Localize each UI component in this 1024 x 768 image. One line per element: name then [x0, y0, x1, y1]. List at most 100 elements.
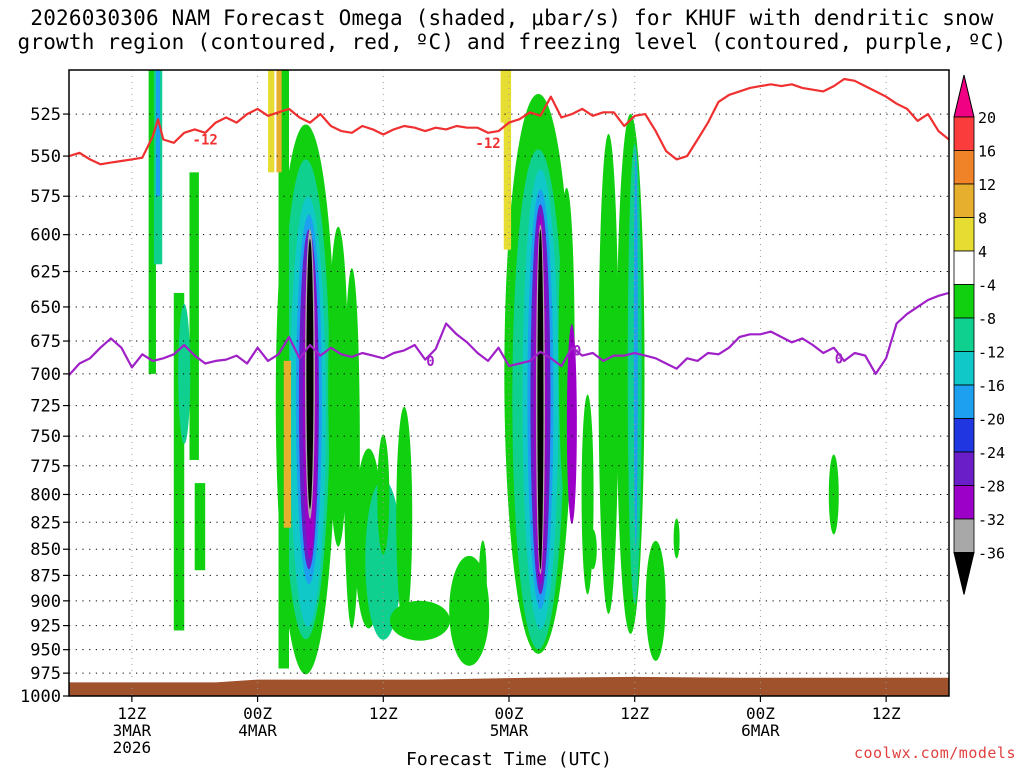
y-tick-label: 975 — [30, 664, 61, 684]
colorbar-label: 20 — [978, 109, 996, 127]
colorbar-label: 16 — [978, 143, 996, 161]
x-tick-label: 6MAR — [741, 721, 780, 740]
x-tick-label: 2026 — [113, 738, 152, 757]
colorbar-swatch — [953, 317, 975, 352]
colorbar-swatch — [953, 150, 975, 185]
omega-fill — [276, 70, 282, 173]
omega-fill — [173, 292, 185, 631]
omega-fill — [633, 147, 638, 548]
x-tick-label: 00Z — [495, 704, 524, 723]
x-tick-label: 4MAR — [238, 721, 277, 740]
y-tick-label: 750 — [30, 427, 61, 447]
x-tick-label: 00Z — [746, 704, 775, 723]
colorbar-label: -20 — [978, 411, 1005, 429]
y-tick-label: 575 — [30, 187, 61, 207]
colorbar-swatch — [953, 451, 975, 486]
colorbar-swatch — [953, 384, 975, 419]
x-tick-label: 12Z — [620, 704, 649, 723]
contour-line-0 — [69, 291, 949, 376]
x-tick-label: 12Z — [369, 704, 398, 723]
contour-line-minus12 — [69, 77, 949, 166]
omega-fill — [389, 600, 450, 641]
omega-fill — [645, 540, 666, 661]
source-credit: coolwx.com/models — [853, 744, 1016, 762]
omega-fill — [396, 406, 413, 627]
contour-labels: -12 -12 0 0 0 — [193, 133, 844, 370]
y-axis: 525 550 575 600 625 650 675 700 725 750 775 800 825 8… — [20, 105, 69, 707]
colorbar-label: 4 — [978, 243, 987, 261]
colorbar-label: -12 — [978, 344, 1005, 362]
title-line-2: growth region (contoured, red, ºC) and f… — [17, 30, 1007, 54]
omega-fill — [598, 133, 619, 614]
y-tick-label: 725 — [30, 397, 61, 417]
omega-fill — [500, 70, 509, 123]
contour-label: 0 — [426, 354, 434, 370]
colorbar-swatch — [953, 518, 975, 553]
x-tick-label: 5MAR — [490, 721, 529, 740]
colorbar-swatch — [953, 183, 975, 218]
title-line-1: 2026030306 NAM Forecast Omega (shaded, μ… — [30, 6, 994, 30]
colorbar-label: -8 — [978, 310, 996, 328]
colorbar-label: -16 — [978, 377, 1005, 395]
omega-fill — [566, 324, 577, 525]
y-tick-label: 825 — [30, 513, 61, 533]
x-tick-label: 3MAR — [113, 721, 152, 740]
colorbar-label: -28 — [978, 478, 1005, 496]
contour-label: 0 — [573, 343, 581, 359]
y-tick-label: 800 — [30, 485, 61, 505]
colorbar-bottom-arrow — [953, 552, 975, 595]
y-tick-label: 950 — [30, 641, 61, 661]
grid — [69, 70, 949, 697]
omega-fill — [588, 529, 597, 570]
y-tick-label: 850 — [30, 540, 61, 560]
omega-fill — [673, 518, 680, 559]
y-tick-label: 1000 — [20, 687, 61, 707]
colorbar-label: -36 — [978, 545, 1005, 563]
omega-fill — [478, 540, 487, 621]
omega-fill — [194, 483, 206, 571]
y-tick-label: 875 — [30, 566, 61, 586]
colorbar-swatch — [953, 116, 975, 151]
contours — [69, 77, 949, 376]
omega-fill — [148, 70, 156, 374]
y-tick-label: 675 — [30, 332, 61, 352]
x-axis-label: Forecast Time (UTC) — [406, 749, 612, 768]
colorbar-swatch — [953, 284, 975, 319]
y-tick-label: 925 — [30, 617, 61, 637]
y-tick-label: 600 — [30, 226, 61, 246]
y-tick-label: 550 — [30, 147, 61, 167]
colorbar-swatch — [953, 485, 975, 520]
colorbar-swatch — [953, 217, 975, 252]
contour-label: -12 — [193, 133, 218, 149]
omega-fill — [328, 226, 349, 547]
omega-fill — [189, 172, 199, 460]
colorbar-label: 12 — [978, 176, 996, 194]
colorbar-swatch — [953, 351, 975, 386]
y-tick-label: 625 — [30, 263, 61, 283]
contour-label: 0 — [835, 351, 843, 367]
colorbar-label: -4 — [978, 277, 996, 295]
colorbar-legend: 20 16 12 8 4 -4 -8 -12 -16 -20 -24 -28 -32 -36 — [953, 74, 1005, 595]
omega-fill — [365, 479, 402, 640]
y-tick-label: 700 — [30, 365, 61, 385]
omega-fill — [155, 70, 161, 197]
y-tick-label: 525 — [30, 105, 61, 125]
x-tick-label: 12Z — [872, 704, 901, 723]
x-tick-label: 00Z — [243, 704, 272, 723]
omega-fill — [306, 238, 314, 509]
omega-fill — [377, 434, 390, 555]
colorbar-swatch — [953, 418, 975, 453]
contour-label: -12 — [475, 136, 500, 152]
chart-title: 2026030306 NAM Forecast Omega (shaded, μ… — [0, 6, 1024, 54]
colorbar-swatch — [953, 250, 975, 285]
omega-fill — [537, 229, 544, 570]
y-tick-label: 900 — [30, 592, 61, 612]
colorbar-label: -32 — [978, 511, 1005, 529]
colorbar-top-arrow — [953, 74, 975, 118]
omega-fill — [268, 70, 275, 173]
colorbar-label: 8 — [978, 210, 987, 228]
y-tick-label: 775 — [30, 457, 61, 477]
omega-fill — [503, 70, 512, 250]
